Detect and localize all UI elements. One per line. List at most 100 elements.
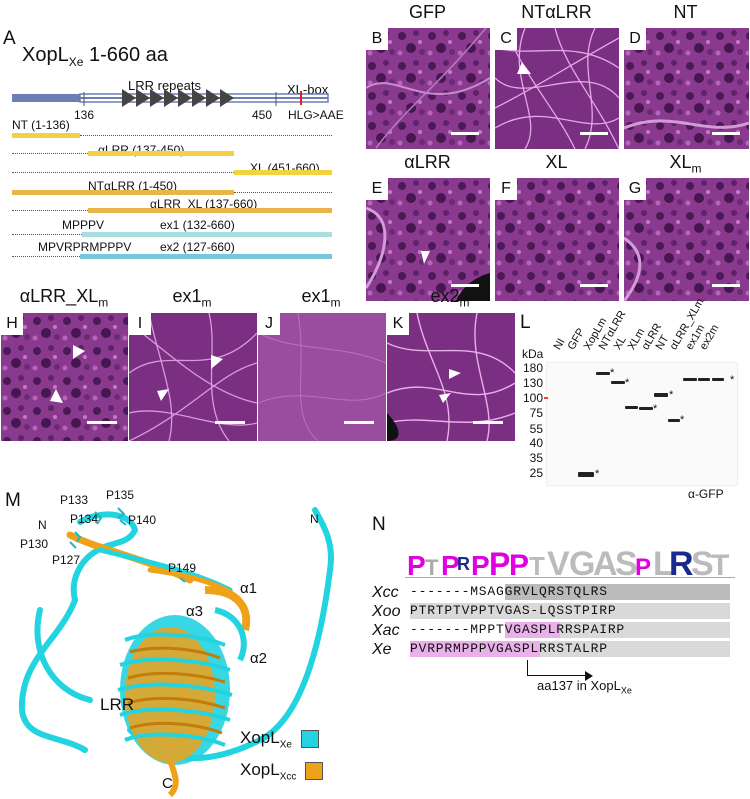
- ladder-red-mark: [544, 397, 548, 399]
- construct-ntalrr-label: NTαLRR (1-450): [88, 179, 177, 193]
- aa137-label: aa137 in XopLXe: [537, 678, 632, 696]
- micro-c-title: NTαLRR: [521, 2, 592, 22]
- band-ex1m: [698, 378, 710, 381]
- micro-f-scalebar: [580, 284, 608, 287]
- row-xe-seq: PVRPRMPPPVGASPLRRSTALRP: [410, 641, 730, 657]
- construct-ex2-line: [12, 256, 80, 257]
- star-xlm: *: [653, 403, 658, 415]
- legend-xe: XopLXe: [240, 728, 319, 750]
- aa137-arrow-line: [527, 660, 528, 676]
- star-ex2m: *: [730, 374, 735, 386]
- kda-label: kDa: [522, 347, 544, 361]
- row-xoo-seq: PTRTPTVPPTVGAS-LQSSTPIRP: [410, 603, 730, 619]
- panel-l-label: L: [520, 312, 531, 333]
- svg-text:V: V: [547, 545, 570, 580]
- svg-text:T: T: [425, 555, 439, 580]
- row-xe-name: Xe: [372, 641, 392, 658]
- ladder-180: 180: [522, 361, 543, 375]
- svg-text:P: P: [489, 546, 510, 580]
- row-xac-name: Xac: [372, 622, 400, 639]
- svg-text:P: P: [509, 549, 529, 580]
- micrograph-h: H: [0, 312, 129, 442]
- helix-a3: α3: [186, 603, 204, 620]
- micro-k-scalebar: [473, 421, 503, 424]
- band-xlm: [639, 407, 653, 410]
- aa137-label-sub: Xe: [620, 685, 632, 696]
- ladder-25: 25: [529, 466, 543, 480]
- micro-b-title: GFP: [408, 2, 446, 22]
- construct-nt-line: [80, 135, 332, 136]
- micro-i-letter: I: [129, 313, 151, 335]
- micro-e-scalebar: [451, 284, 479, 287]
- svg-text:G: G: [569, 545, 595, 580]
- micro-d-scalebar: [712, 132, 740, 135]
- ladder-130: 130: [522, 376, 543, 390]
- star-ntalrr: *: [625, 377, 630, 389]
- construct-ntalrr-line: [234, 192, 332, 193]
- n-terminus-label: N: [310, 512, 319, 526]
- structure-overlay: [18, 507, 334, 798]
- svg-text:A: A: [593, 545, 618, 580]
- micro-i-title: ex1m: [128, 286, 256, 310]
- ladder-100: 100: [522, 391, 543, 405]
- band-xl: [625, 406, 638, 409]
- svg-text:P: P: [471, 550, 490, 580]
- construct-xl-bar: [234, 170, 332, 175]
- legend-xcc-swatch: [305, 761, 324, 780]
- micro-i-title-name: ex1: [172, 286, 202, 306]
- construct-nt-bar: [12, 133, 80, 138]
- micrograph-b: B: [365, 27, 491, 150]
- micro-c-scalebar: [580, 132, 608, 135]
- micro-j-scalebar: [344, 421, 374, 424]
- construct-alrr-xl-bar: [88, 208, 332, 213]
- construct-ex2-prefix: MPVRPRMPPPV: [38, 240, 132, 254]
- residue-p127: P127: [52, 553, 81, 567]
- logo-baseline: [405, 577, 735, 578]
- pos-136: 136: [74, 108, 95, 122]
- band-nt: [668, 419, 680, 422]
- ladder-40: 40: [529, 436, 543, 450]
- helix-a1: α1: [240, 580, 258, 597]
- band-xoplm: [596, 372, 610, 375]
- micro-j-letter: J: [258, 313, 280, 335]
- svg-text:T: T: [711, 549, 729, 580]
- panel-a-title-rest: 1-660 aa: [88, 44, 168, 66]
- construct-alrr-bar: [88, 151, 234, 156]
- micro-k-letter: K: [387, 313, 409, 335]
- residue-p133: P133: [60, 493, 89, 507]
- aa137-arrow-head: [585, 671, 593, 681]
- construct-alrr-xl-line: [12, 210, 88, 211]
- micro-g-title-name: XL: [669, 152, 692, 172]
- legend-xcc-name: XopL: [240, 760, 280, 779]
- svg-text:R: R: [457, 554, 470, 574]
- micro-h-title-sub: m: [98, 295, 109, 310]
- lrr-repeats-label: LRR repeats: [128, 78, 201, 93]
- svg-text:S: S: [691, 545, 714, 580]
- construct-xl-line: [12, 172, 234, 173]
- residue-p135: P135: [106, 488, 135, 502]
- star-gfp: *: [595, 468, 600, 480]
- micro-k-title: ex2m: [386, 286, 514, 310]
- row-xoo-name: Xoo: [372, 603, 401, 620]
- micro-e-letter: E: [366, 178, 388, 200]
- micro-d-title: NT: [673, 2, 698, 22]
- legend-xcc-sub: Xcc: [279, 771, 297, 783]
- micro-h-title-name: αLRR_XL: [19, 286, 99, 306]
- micrograph-k: K: [386, 312, 516, 442]
- ladder-35: 35: [529, 451, 543, 465]
- row-xac-seq: -------MPPTVGASPLRRSPAIRP: [410, 622, 730, 638]
- panel-a-label: A: [3, 28, 16, 49]
- micro-h-letter: H: [1, 313, 23, 335]
- micro-f-letter: F: [495, 178, 517, 200]
- band-alrr: [654, 393, 668, 397]
- micro-i-scalebar: [215, 421, 245, 424]
- c-terminus-label: C: [162, 775, 173, 792]
- aa137-arrow-shaft: [527, 675, 587, 676]
- residue-p149: P149: [168, 561, 197, 575]
- construct-ntalrr-bar: [12, 190, 234, 195]
- micrograph-j: J: [257, 312, 387, 442]
- micrograph-f: F: [494, 177, 620, 302]
- micrograph-c: C: [494, 27, 620, 150]
- legend-xe-sub: Xe: [279, 739, 292, 751]
- panel-n-label: N: [372, 514, 386, 535]
